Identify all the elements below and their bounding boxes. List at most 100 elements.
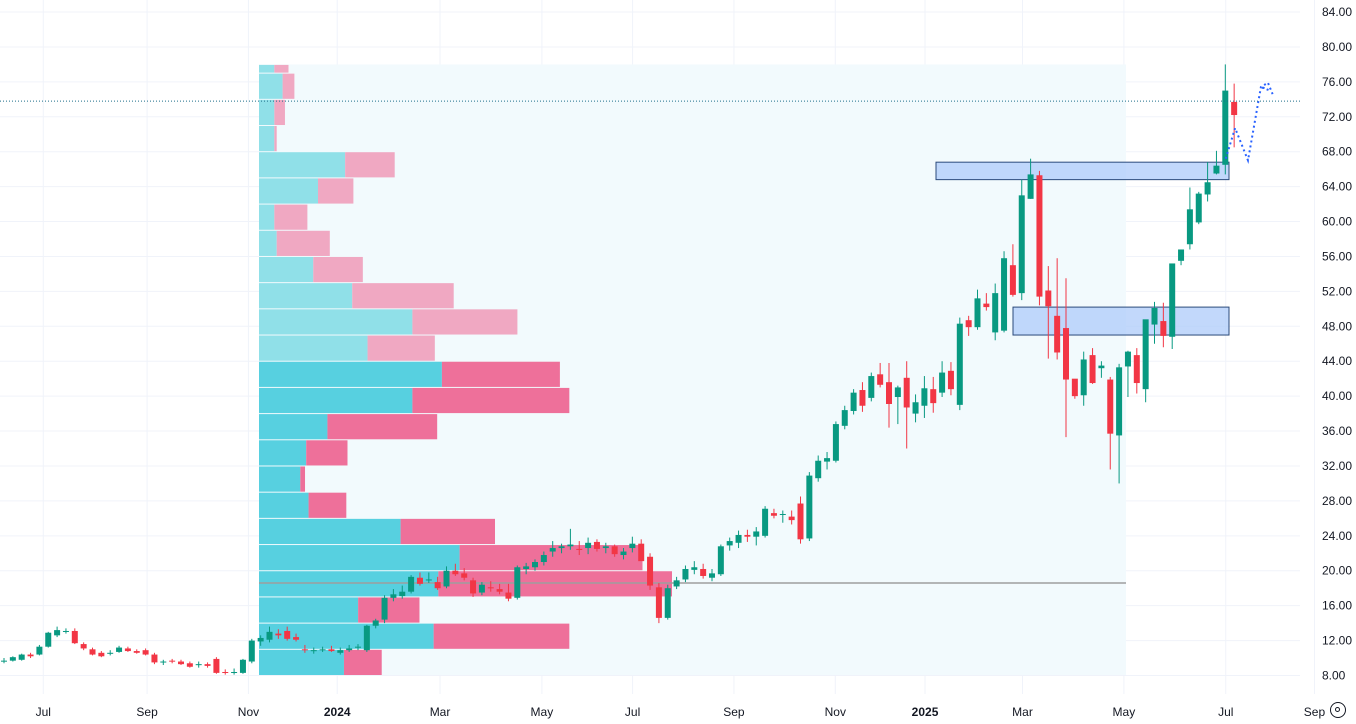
candle-body xyxy=(390,594,397,598)
candle-body xyxy=(186,663,193,667)
x-tick-label: Sep xyxy=(1304,705,1326,719)
candle-body xyxy=(36,646,43,655)
candle-body xyxy=(408,576,415,592)
candle-body xyxy=(514,567,521,598)
y-tick-label: 76.00 xyxy=(1322,75,1352,89)
candle-body xyxy=(859,390,866,406)
candles xyxy=(1,64,1238,675)
candle-body xyxy=(124,648,131,652)
candle-body xyxy=(611,546,618,555)
candle-body xyxy=(939,372,946,393)
profile-bar-down xyxy=(412,309,518,335)
zones[interactable] xyxy=(935,161,1230,336)
profile-bar-up xyxy=(259,178,318,204)
profile-bar-down xyxy=(327,414,438,440)
candle-body xyxy=(1045,290,1052,307)
candle-body xyxy=(956,323,963,405)
y-tick-label: 48.00 xyxy=(1322,319,1352,333)
candle-body xyxy=(239,659,246,673)
candle-body xyxy=(116,647,123,652)
candle-body xyxy=(673,580,680,587)
candle-body xyxy=(98,652,105,657)
x-tick-label: Sep xyxy=(136,705,158,719)
x-tick-label: 2024 xyxy=(324,705,351,719)
x-tick-label: Nov xyxy=(238,705,259,719)
candle-body xyxy=(540,555,547,563)
candle-body xyxy=(1018,195,1025,294)
candle-body xyxy=(638,543,645,562)
candle-body xyxy=(629,543,636,549)
profile-bar-up xyxy=(259,545,460,571)
candle-body xyxy=(815,460,822,479)
candle-body xyxy=(178,661,184,665)
candle-body xyxy=(45,632,52,647)
candle-body xyxy=(1036,175,1043,297)
candle-body xyxy=(762,508,769,536)
candle-body xyxy=(567,544,574,547)
candle-body xyxy=(1160,321,1167,336)
candle-body xyxy=(1151,307,1158,325)
candle-body xyxy=(425,579,432,581)
candle-body xyxy=(89,649,96,655)
profile-bar-down xyxy=(274,64,289,73)
candle-body xyxy=(1107,379,1114,434)
x-tick-label: Jul xyxy=(36,705,51,719)
x-tick-label: Nov xyxy=(825,705,846,719)
candle-body xyxy=(284,630,291,639)
candle-body xyxy=(620,551,627,556)
y-axis[interactable]: 8.00 12.00 16.00 20.00 24.00 28.00 32.00 36.00 4… xyxy=(1322,5,1352,682)
profile-bar-up xyxy=(259,335,368,361)
x-axis[interactable]: Jul Sep Nov 2024 Mar May Jul Sep Nov 2025 Mar May Ju… xyxy=(36,705,1326,719)
candle-body xyxy=(1204,182,1211,195)
zone-rectangle[interactable] xyxy=(1012,306,1230,336)
projection-polyline[interactable] xyxy=(1224,81,1274,165)
candle-body xyxy=(372,620,379,626)
candle-body xyxy=(416,577,423,584)
candle-body xyxy=(797,503,804,540)
candle-body xyxy=(1027,174,1034,199)
profile-bar-down xyxy=(308,492,347,518)
profile-bar-up xyxy=(259,64,275,73)
y-tick-label: 60.00 xyxy=(1322,215,1352,229)
profile-bar-up xyxy=(259,492,309,518)
candle-body xyxy=(461,573,468,578)
candle-body xyxy=(824,458,831,462)
profile-bar-down xyxy=(433,623,570,649)
candle-body xyxy=(788,516,795,521)
candle-body xyxy=(133,651,140,653)
y-tick-label: 80.00 xyxy=(1322,40,1352,54)
y-tick-label: 56.00 xyxy=(1322,249,1352,263)
candle-body xyxy=(27,654,34,657)
candle-body xyxy=(434,582,441,589)
candle-body xyxy=(709,573,715,578)
projection-path[interactable] xyxy=(1224,81,1274,165)
candle-body xyxy=(1213,165,1220,174)
candle-body xyxy=(593,541,600,549)
candle-body xyxy=(275,633,282,636)
candle-body xyxy=(1186,209,1193,245)
candle-body xyxy=(965,320,972,328)
profile-bar-down xyxy=(282,73,295,99)
candle-body xyxy=(691,567,698,570)
candle-body xyxy=(496,589,503,592)
candle-body xyxy=(903,377,910,408)
candle-body xyxy=(266,631,273,640)
y-tick-label: 28.00 xyxy=(1322,494,1352,508)
profile-bar-down xyxy=(400,518,495,545)
candle-body xyxy=(894,387,901,398)
profile-bar-down xyxy=(358,597,420,623)
profile-bar-down xyxy=(276,230,330,256)
profile-bar-down xyxy=(438,571,672,597)
candle-body xyxy=(381,597,388,620)
candle-body xyxy=(222,672,229,674)
zone-rectangle[interactable] xyxy=(935,161,1230,181)
candle-body xyxy=(735,534,742,543)
candle-body xyxy=(71,630,78,644)
profile-bar-down xyxy=(313,256,363,283)
x-tick-label: May xyxy=(1113,705,1136,719)
candle-body xyxy=(549,548,556,552)
profile-bar-up xyxy=(259,283,353,309)
gear-icon[interactable] xyxy=(1330,702,1346,718)
